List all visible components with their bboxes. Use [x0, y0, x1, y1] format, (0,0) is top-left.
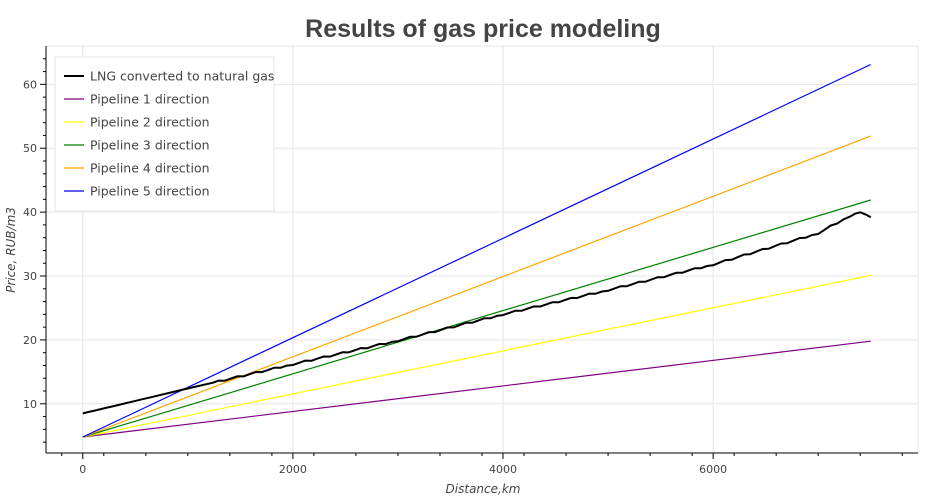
axes: 0 2000 4000 6000 10 20 30 40 50 60: [23, 46, 918, 476]
y-tick-label: 20: [23, 334, 37, 347]
series-line-2: [82, 274, 871, 438]
series-line-1: [82, 340, 871, 438]
series-line-4: [82, 135, 871, 438]
y-tick-label: 30: [23, 270, 37, 283]
x-axis-label: Distance,km: [446, 482, 521, 496]
legend: LNG converted to natural gas Pipeline 1 d…: [54, 56, 275, 212]
x-tick-label: 0: [79, 463, 86, 476]
y-tick-label: 50: [23, 142, 37, 155]
y-tick-label: 40: [23, 206, 37, 219]
legend-label-4: Pipeline 4 direction: [90, 161, 210, 176]
series-line-3: [82, 199, 871, 438]
x-tick-label: 4000: [489, 463, 517, 476]
legend-label-0: LNG converted to natural gas: [90, 69, 274, 84]
x-tick-label: 2000: [279, 463, 307, 476]
series-layer: [82, 63, 872, 438]
legend-label-1: Pipeline 1 direction: [90, 92, 210, 107]
series-line-0: [82, 211, 872, 415]
legend-label-5: Pipeline 5 direction: [90, 184, 210, 199]
y-tick-label: 10: [23, 398, 37, 411]
legend-label-3: Pipeline 3 direction: [90, 138, 210, 153]
y-axis-label: Price, RUB/m3: [4, 207, 18, 293]
y-tick-label: 60: [23, 78, 37, 91]
legend-label-2: Pipeline 2 direction: [90, 115, 210, 130]
x-tick-label: 6000: [699, 463, 727, 476]
series-line-5: [82, 63, 871, 438]
chart-title: Results of gas price modeling: [305, 15, 661, 43]
legend-box: [54, 56, 275, 212]
